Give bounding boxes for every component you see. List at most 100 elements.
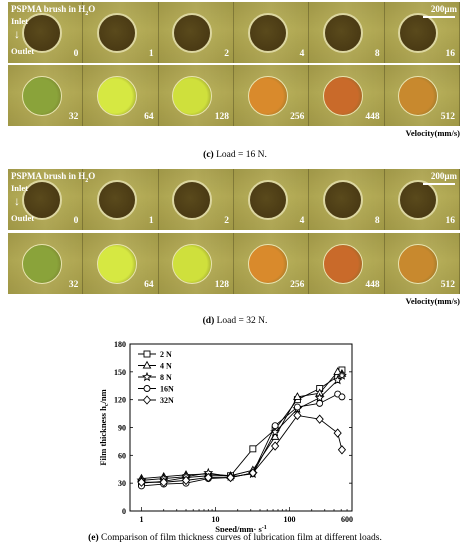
contact-spot (322, 75, 363, 116)
data-point (315, 414, 324, 424)
micrograph-frame: 0 (8, 169, 84, 230)
velocity-value-label: 2 (224, 48, 229, 59)
velocity-value-label: 32 (68, 279, 79, 290)
inlet-label: Inlet (11, 16, 28, 26)
y-tick-label: 60 (118, 451, 126, 460)
outlet-label: Outlet (11, 46, 35, 56)
contact-spot (398, 243, 439, 284)
micrograph-frame: 1 (83, 169, 159, 230)
legend-label: 16N (160, 385, 174, 394)
velocity-value-label: 64 (144, 279, 154, 290)
caption-d: (d) Load = 32 N. (0, 316, 470, 326)
legend-marker (143, 350, 151, 358)
velocity-label-d: Velocity(mm/s) (405, 296, 460, 306)
frame-title: PSPMA brush in H2O (11, 171, 96, 184)
micrograph-frame: 4 (234, 169, 310, 230)
caption-e-text: Comparison of film thickness curves of l… (101, 533, 382, 543)
velocity-value-label: 8 (374, 48, 380, 59)
micrograph-frame: 32 (8, 233, 84, 294)
velocity-value-label: 512 (440, 279, 455, 290)
legend-label: 32N (160, 396, 174, 405)
velocity-value-label: 1 (148, 215, 154, 226)
micrograph-frame: 2 (158, 2, 234, 63)
velocity-value-label: 448 (365, 111, 380, 122)
micrograph-frame: 8 (309, 2, 385, 63)
velocity-value-label: 256 (290, 279, 305, 290)
micrograph-frame: 64 (83, 65, 159, 126)
data-point (204, 472, 213, 483)
chart-axes: 0 30 60 90 120 150 180 1 10 100 600 Speed/mm· s-1 Fi… (98, 340, 353, 532)
contact-spot (247, 243, 288, 284)
micrograph-frame: 448 (309, 233, 385, 294)
frame-title: PSPMA brush in H2O (11, 4, 96, 17)
y-tick-label: 30 (118, 479, 126, 488)
data-point (337, 445, 347, 455)
velocity-label-c: Velocity(mm/s) (405, 128, 460, 138)
data-point (337, 370, 347, 380)
contact-spot (247, 75, 288, 116)
flow-arrow-icon: ↓ (14, 27, 20, 41)
flow-arrow-icon: ↓ (14, 194, 20, 208)
micrograph-frame: 64 (83, 233, 159, 294)
contact-spot (398, 75, 439, 116)
velocity-value-label: 0 (73, 48, 79, 59)
legend-marker (142, 360, 152, 369)
data-point (271, 441, 280, 451)
velocity-value-label: 64 (144, 111, 154, 122)
contact-spot (96, 75, 137, 116)
caption-c-text: Load = 16 N. (216, 150, 267, 160)
data-point (226, 472, 235, 483)
x-tick-label: 600 (341, 515, 353, 524)
data-point (271, 422, 279, 430)
micrograph-frame: 2 (158, 169, 234, 230)
outlet-label: Outlet (11, 213, 35, 223)
data-point (137, 477, 146, 487)
contact-spot (322, 12, 363, 53)
legend-marker (143, 385, 151, 392)
contact-spot (398, 179, 439, 220)
chart-series (136, 366, 347, 490)
contact-spot (172, 243, 213, 284)
velocity-value-label: 8 (374, 215, 380, 226)
micrograph-frame: 0 (8, 2, 84, 63)
scale-bar-label: 200μm (430, 171, 457, 181)
data-point (293, 403, 301, 411)
legend-label: 4 N (160, 362, 172, 371)
contact-spot (322, 243, 363, 284)
contact-spot (172, 12, 213, 53)
data-point (316, 399, 324, 407)
contact-spot (96, 12, 137, 53)
data-point (181, 475, 191, 486)
contact-spot (96, 243, 137, 284)
velocity-value-label: 16 (445, 215, 455, 226)
micrograph-frame: 512 (384, 65, 460, 126)
data-point (159, 477, 168, 487)
data-point (293, 410, 302, 421)
micrograph-frame: 4 (234, 2, 310, 63)
contact-spot (247, 179, 288, 220)
velocity-value-label: 4 (299, 48, 305, 59)
film-thickness-chart: 0 30 60 90 120 150 180 1 10 100 600 Speed/mm· s-1 Fi… (98, 340, 353, 532)
data-point (333, 428, 342, 438)
data-point (293, 392, 302, 400)
y-tick-label: 0 (122, 507, 126, 516)
micrograph-frame: 128 (158, 65, 234, 126)
micrograph-frame: 32 (8, 65, 84, 126)
velocity-value-label: 448 (365, 279, 380, 290)
inlet-label: Inlet (11, 183, 28, 193)
velocity-value-label: 512 (440, 111, 455, 122)
x-tick-label: 100 (283, 515, 295, 524)
data-point (249, 445, 257, 453)
legend-label: 8 N (160, 373, 172, 382)
velocity-value-label: 256 (290, 111, 305, 122)
velocity-value-label: 2 (224, 215, 229, 226)
contact-spot (172, 75, 213, 116)
legend-label: 2 N (160, 350, 172, 359)
caption-e: (e) Comparison of film thickness curves … (0, 533, 470, 543)
series-16n (138, 390, 346, 490)
micrograph-frame: 16 (384, 169, 460, 230)
contact-spot (247, 12, 288, 53)
contact-spot (96, 179, 137, 220)
contact-spot (322, 179, 363, 220)
caption-d-text: Load = 32 N. (216, 316, 268, 326)
